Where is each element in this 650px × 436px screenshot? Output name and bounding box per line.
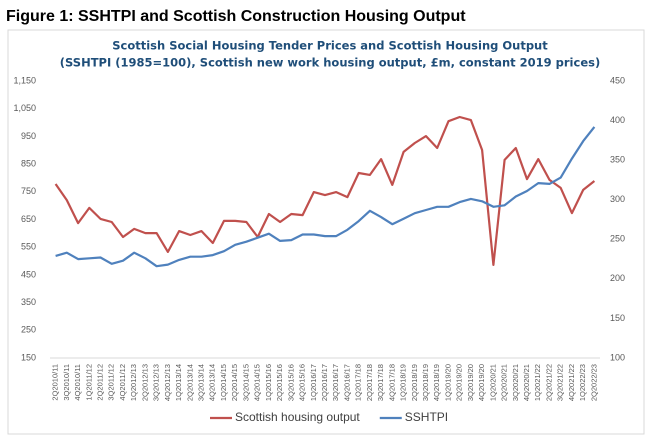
x-tick-label: 3Q2011/12 bbox=[107, 364, 116, 401]
x-tick-label: 2Q2020/21 bbox=[500, 364, 509, 401]
y2-tick-label: 450 bbox=[610, 75, 625, 85]
x-tick-label: 2Q2016/17 bbox=[320, 364, 329, 401]
chart-subtitle: (SSHTPI (1985=100), Scottish new work ho… bbox=[60, 56, 600, 70]
y-tick-label: 850 bbox=[21, 158, 36, 168]
x-tick-label: 4Q2021/22 bbox=[567, 364, 576, 401]
y2-tick-label: 200 bbox=[610, 273, 625, 283]
x-tick-label: 2Q2022/23 bbox=[589, 364, 598, 401]
x-tick-label: 3Q2012/13 bbox=[152, 364, 161, 401]
x-tick-label: 4Q2016/17 bbox=[342, 364, 351, 401]
x-tick-label: 1Q2016/17 bbox=[309, 364, 318, 401]
y-tick-label: 650 bbox=[21, 214, 36, 224]
y-tick-label: 350 bbox=[21, 297, 36, 307]
x-tick-label: 4Q2013/14 bbox=[208, 364, 217, 401]
x-tick-label: 1Q2014/15 bbox=[219, 364, 228, 401]
x-tick-label: 1Q2015/16 bbox=[264, 364, 273, 401]
chart-frame bbox=[7, 29, 645, 435]
figure-title: Figure 1: SSHTPI and Scottish Constructi… bbox=[6, 8, 466, 25]
x-tick-label: 2Q2017/18 bbox=[365, 364, 374, 401]
x-tick-label: 3Q2018/19 bbox=[421, 364, 430, 401]
x-tick-label: 4Q2014/15 bbox=[253, 364, 262, 401]
y2-tick-label: 300 bbox=[610, 194, 625, 204]
y2-tick-label: 250 bbox=[610, 234, 625, 244]
x-tick-label: 1Q2017/18 bbox=[354, 364, 363, 401]
x-tick-label: 1Q2019/20 bbox=[443, 364, 452, 401]
y-tick-label: 550 bbox=[21, 242, 36, 252]
y-tick-label: 1,050 bbox=[13, 103, 36, 113]
legend-label: SSHTPI bbox=[405, 410, 448, 424]
y2-tick-label: 400 bbox=[610, 115, 625, 125]
y-tick-label: 250 bbox=[21, 325, 36, 335]
series-line bbox=[55, 126, 596, 268]
x-tick-label: 2Q2021/22 bbox=[544, 364, 553, 401]
x-tick-label: 1Q2021/22 bbox=[533, 364, 542, 401]
y2-tick-label: 150 bbox=[610, 313, 625, 323]
x-tick-label: 3Q2010/11 bbox=[62, 364, 71, 401]
x-tick-label: 3Q2014/15 bbox=[241, 364, 250, 401]
x-tick-label: 4Q2012/13 bbox=[163, 364, 172, 401]
x-tick-label: 1Q2020/21 bbox=[488, 364, 497, 401]
x-tick-label: 2Q2012/13 bbox=[140, 364, 149, 401]
x-tick-label: 2Q2011/12 bbox=[95, 364, 104, 401]
x-tick-label: 3Q2013/14 bbox=[197, 364, 206, 401]
x-tick-label: 3Q2015/16 bbox=[286, 364, 295, 401]
x-tick-label: 1Q2012/13 bbox=[129, 364, 138, 401]
x-tick-label: 3Q2017/18 bbox=[376, 364, 385, 401]
y2-tick-label: 350 bbox=[610, 155, 625, 165]
x-tick-label: 3Q2016/17 bbox=[331, 364, 340, 401]
x-tick-label: 3Q2021/22 bbox=[556, 364, 565, 401]
y2-tick-label: 100 bbox=[610, 352, 625, 362]
y-tick-label: 450 bbox=[21, 269, 36, 279]
x-tick-label: 4Q2019/20 bbox=[477, 364, 486, 401]
x-tick-label: 1Q2011/12 bbox=[84, 364, 93, 401]
x-tick-label: 2Q2015/16 bbox=[275, 364, 284, 401]
x-tick-label: 2Q2014/15 bbox=[230, 364, 239, 401]
x-tick-label: 2Q2010/11 bbox=[51, 364, 60, 401]
y-tick-label: 150 bbox=[21, 352, 36, 362]
x-tick-label: 3Q2020/21 bbox=[511, 364, 520, 401]
x-tick-label: 3Q2019/20 bbox=[466, 364, 475, 401]
series-line bbox=[54, 115, 596, 266]
legend-label: Scottish housing output bbox=[235, 410, 360, 424]
x-tick-label: 1Q2013/14 bbox=[174, 364, 183, 401]
x-tick-label: 4Q2010/11 bbox=[73, 364, 82, 401]
x-tick-label: 4Q2011/12 bbox=[118, 364, 127, 401]
x-tick-label: 1Q2018/19 bbox=[399, 364, 408, 401]
x-tick-label: 2Q2019/20 bbox=[455, 364, 464, 401]
y-tick-label: 1,150 bbox=[13, 75, 36, 85]
x-tick-label: 2Q2018/19 bbox=[410, 364, 419, 401]
x-tick-label: 1Q2022/23 bbox=[578, 364, 587, 401]
y-tick-label: 750 bbox=[21, 186, 36, 196]
chart-title: Scottish Social Housing Tender Prices an… bbox=[112, 39, 548, 53]
x-tick-label: 4Q2015/16 bbox=[298, 364, 307, 401]
x-tick-label: 4Q2018/19 bbox=[432, 364, 441, 401]
x-tick-label: 2Q2013/14 bbox=[185, 364, 194, 401]
x-tick-label: 4Q2020/21 bbox=[522, 364, 531, 401]
y-tick-label: 950 bbox=[21, 131, 36, 141]
x-tick-label: 4Q2017/18 bbox=[387, 364, 396, 401]
